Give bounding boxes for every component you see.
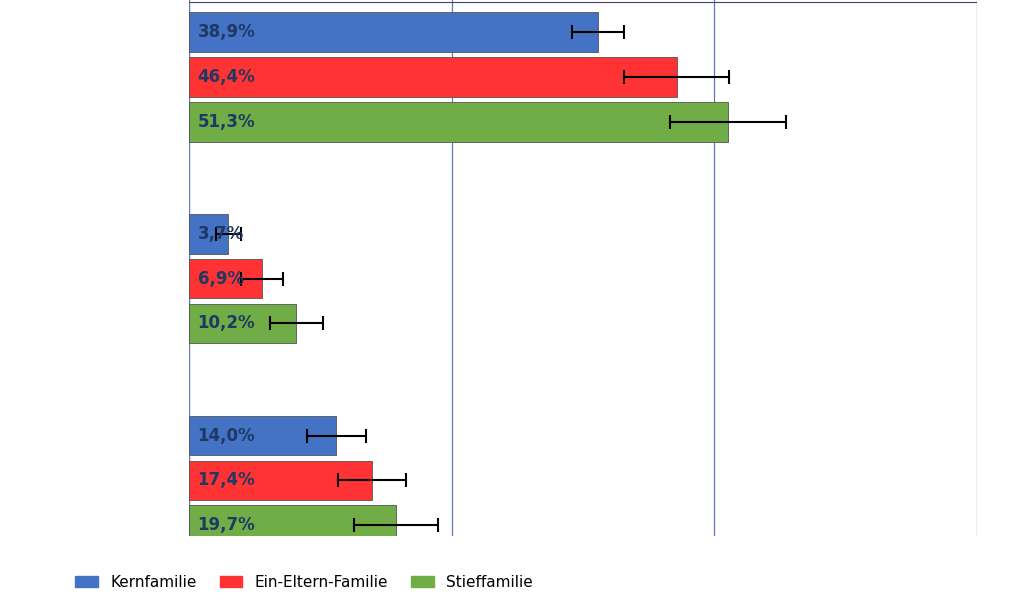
Bar xyxy=(189,461,372,500)
Bar xyxy=(189,102,728,142)
Bar xyxy=(189,214,228,254)
Legend: Kernfamilie, Ein-Eltern-Familie, Stieffamilie: Kernfamilie, Ein-Eltern-Familie, Stieffa… xyxy=(69,569,539,596)
Bar xyxy=(189,416,337,455)
Text: 46,4%: 46,4% xyxy=(197,68,256,86)
Text: 38,9%: 38,9% xyxy=(197,23,256,41)
Text: 10,2%: 10,2% xyxy=(197,314,256,333)
Bar xyxy=(189,505,396,545)
Bar xyxy=(189,304,297,343)
Text: 51,3%: 51,3% xyxy=(197,113,256,131)
Text: 6,9%: 6,9% xyxy=(197,270,243,288)
Bar xyxy=(189,57,676,97)
Text: 17,4%: 17,4% xyxy=(197,471,256,490)
Text: 3,7%: 3,7% xyxy=(197,225,243,243)
Bar xyxy=(189,259,262,299)
Text: 19,7%: 19,7% xyxy=(197,516,256,534)
Text: 14,0%: 14,0% xyxy=(197,427,256,445)
Bar xyxy=(189,12,597,52)
